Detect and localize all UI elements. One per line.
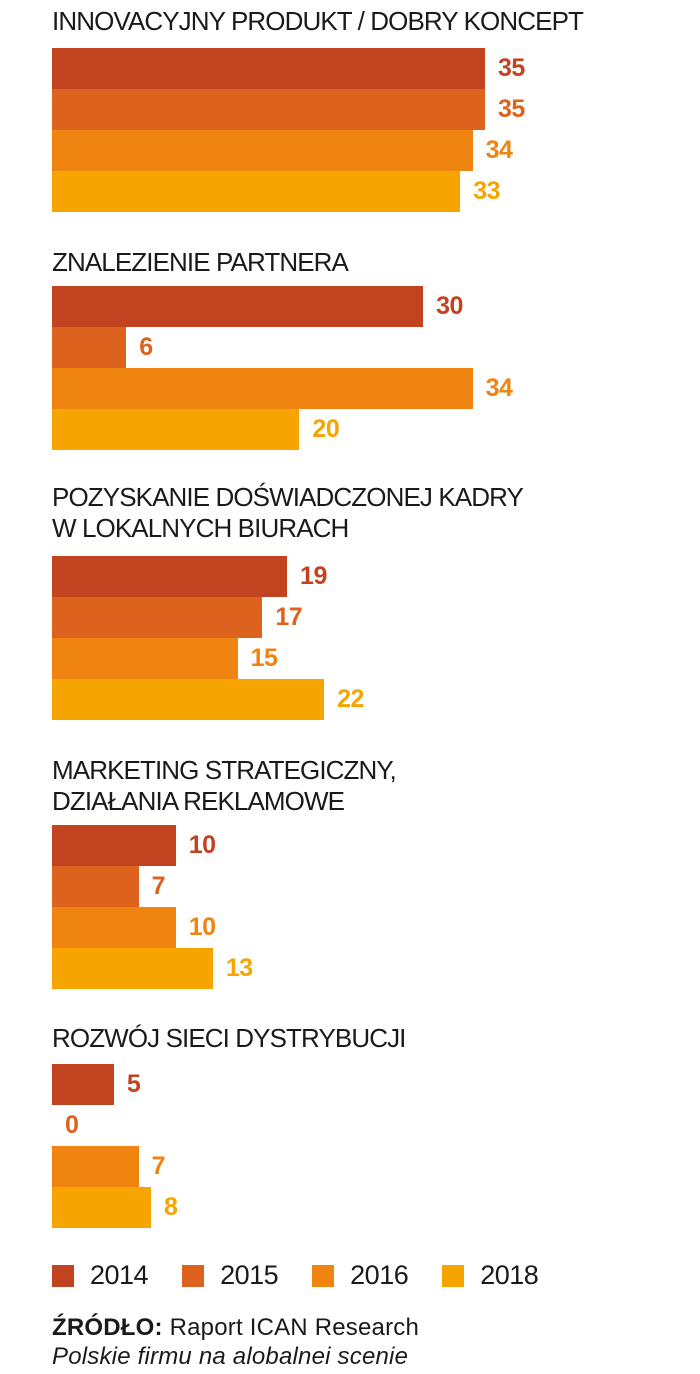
source-note: ŹRÓDŁO: Raport ICAN Research Polskie fir… <box>52 1313 419 1371</box>
legend-label: 2016 <box>350 1260 409 1290</box>
legend-swatch <box>312 1264 335 1287</box>
legend-swatch <box>182 1264 205 1287</box>
category-title: W LOKALNYCH BIURACH <box>52 513 349 543</box>
category-title: INNOVACYJNY PRODUKT / DOBRY KONCEPT <box>52 6 584 36</box>
legend-label: 2015 <box>220 1260 279 1290</box>
legend-item-2018: 2018 <box>442 1260 539 1291</box>
data-label: 20 <box>312 415 340 443</box>
bar-2016 <box>52 130 473 171</box>
data-label: 0 <box>65 1111 79 1139</box>
data-label: 35 <box>498 95 525 123</box>
data-label: 17 <box>275 603 303 631</box>
legend-label: 2014 <box>90 1260 149 1290</box>
data-label: 34 <box>485 136 513 164</box>
legend-label: 2018 <box>480 1260 539 1290</box>
data-label: 10 <box>188 913 216 941</box>
data-label: 30 <box>436 292 463 320</box>
data-label: 5 <box>126 1070 141 1098</box>
legend-swatch <box>442 1264 465 1287</box>
bar-2018 <box>52 409 300 450</box>
bar-2018 <box>52 171 461 212</box>
bar-2018 <box>52 1187 151 1228</box>
legend-item-2014: 2014 <box>52 1260 149 1291</box>
category-title: MARKETING STRATEGICZNY, <box>52 755 397 785</box>
data-label: 35 <box>498 54 525 82</box>
bar-2016 <box>52 368 473 409</box>
bar-2014 <box>52 286 424 327</box>
bar-2015 <box>52 597 263 638</box>
source-text: Raport ICAN Research <box>169 1314 420 1341</box>
bar-2014 <box>52 825 176 866</box>
category-title: POZYSKANIE DOŚWIADCZONEJ KADRY <box>52 482 524 512</box>
legend-swatch <box>52 1264 74 1287</box>
legend-item-2015: 2015 <box>182 1260 279 1291</box>
data-label: 13 <box>225 954 253 982</box>
bar-2014 <box>52 1064 114 1105</box>
data-label: 10 <box>188 831 216 859</box>
data-label: 33 <box>473 177 501 205</box>
data-label: 8 <box>163 1193 178 1221</box>
data-label: 19 <box>300 562 327 590</box>
category-title: ROZWÓJ SIECI DYSTRYBUCJI <box>52 1023 406 1053</box>
bar-2014 <box>52 48 485 89</box>
bar-2016 <box>52 638 238 679</box>
data-label: 7 <box>151 872 166 900</box>
source-subtitle: Polskie firmu na alobalnei scenie <box>52 1343 409 1370</box>
data-label: 22 <box>337 685 364 713</box>
source-label: ŹRÓDŁO: <box>52 1314 163 1341</box>
category-title: DZIAŁANIA REKLAMOWE <box>52 786 345 816</box>
category-title: ZNALEZIENIE PARTNERA <box>52 247 349 277</box>
data-label: 34 <box>485 374 513 402</box>
bar-2014 <box>52 556 288 597</box>
data-label: 15 <box>250 644 278 672</box>
bar-2015 <box>52 89 485 130</box>
data-label: 6 <box>139 333 153 361</box>
bar-2018 <box>52 948 213 989</box>
bar-2015 <box>52 327 127 368</box>
legend: 2014 2015 2016 2018 <box>52 1260 572 1291</box>
bar-2015 <box>52 866 139 907</box>
legend-item-2016: 2016 <box>312 1260 409 1291</box>
bar-2018 <box>52 679 325 720</box>
bar-2016 <box>52 1146 139 1187</box>
bar-2016 <box>52 907 176 948</box>
data-label: 7 <box>151 1152 166 1180</box>
